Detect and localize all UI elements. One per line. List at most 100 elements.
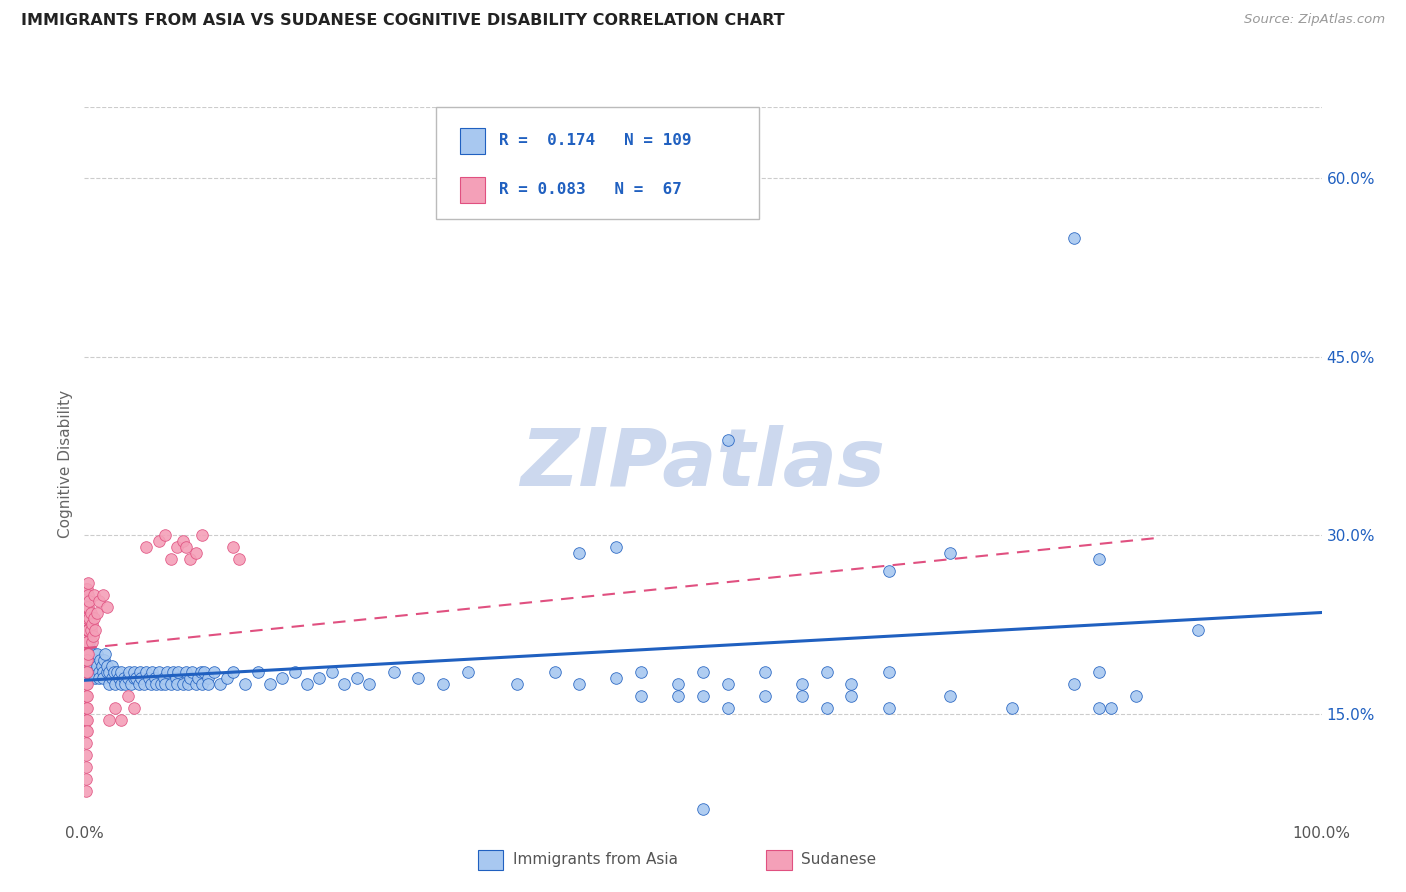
Point bbox=[75, 582, 97, 596]
Point bbox=[717, 433, 740, 447]
Point bbox=[193, 665, 215, 679]
Point bbox=[76, 653, 98, 667]
Point bbox=[80, 647, 103, 661]
Point bbox=[75, 611, 97, 625]
Point bbox=[877, 700, 900, 714]
Point bbox=[202, 665, 225, 679]
Text: R = 0.083   N =  67: R = 0.083 N = 67 bbox=[499, 183, 682, 197]
Point bbox=[141, 665, 163, 679]
Point bbox=[110, 665, 132, 679]
Point bbox=[135, 540, 157, 554]
Point bbox=[156, 665, 179, 679]
Point bbox=[568, 546, 591, 560]
Point bbox=[112, 671, 135, 685]
Point bbox=[89, 671, 111, 685]
Point bbox=[790, 689, 813, 703]
Point bbox=[1088, 552, 1111, 566]
Point bbox=[184, 677, 207, 691]
Point bbox=[108, 671, 131, 685]
Point bbox=[172, 677, 194, 691]
Point bbox=[76, 665, 98, 679]
Point bbox=[117, 671, 139, 685]
Point bbox=[76, 635, 98, 649]
Text: Source: ZipAtlas.com: Source: ZipAtlas.com bbox=[1244, 13, 1385, 27]
Point bbox=[98, 665, 121, 679]
Point bbox=[143, 671, 166, 685]
Point bbox=[77, 588, 100, 602]
Point bbox=[457, 665, 479, 679]
Point bbox=[117, 689, 139, 703]
Point bbox=[939, 546, 962, 560]
Point bbox=[271, 671, 294, 685]
Point bbox=[179, 671, 201, 685]
Point bbox=[259, 677, 281, 691]
Point bbox=[76, 624, 98, 638]
Point bbox=[91, 588, 114, 602]
Text: Immigrants from Asia: Immigrants from Asia bbox=[513, 853, 678, 867]
Point bbox=[692, 802, 714, 816]
Point bbox=[666, 689, 689, 703]
Point bbox=[76, 713, 98, 727]
Point bbox=[103, 665, 125, 679]
Point bbox=[333, 677, 356, 691]
Point bbox=[382, 665, 405, 679]
Point bbox=[104, 700, 127, 714]
Point bbox=[408, 671, 430, 685]
Point bbox=[80, 653, 103, 667]
Point bbox=[1099, 700, 1122, 714]
Point bbox=[82, 665, 104, 679]
Point bbox=[605, 671, 627, 685]
Point bbox=[80, 617, 103, 632]
Point bbox=[162, 665, 184, 679]
Point bbox=[75, 724, 97, 739]
Point bbox=[877, 564, 900, 578]
Point bbox=[91, 665, 114, 679]
Point bbox=[177, 677, 200, 691]
Point bbox=[100, 671, 122, 685]
Point bbox=[228, 552, 250, 566]
Point bbox=[197, 677, 219, 691]
Point bbox=[717, 700, 740, 714]
Point bbox=[630, 665, 652, 679]
Point bbox=[841, 677, 863, 691]
Point bbox=[153, 528, 176, 542]
Point bbox=[75, 624, 97, 638]
Point bbox=[76, 677, 98, 691]
Point bbox=[1063, 677, 1085, 691]
Point bbox=[75, 689, 97, 703]
Text: ZIPatlas: ZIPatlas bbox=[520, 425, 886, 503]
Point bbox=[105, 665, 128, 679]
Point bbox=[630, 689, 652, 703]
Point bbox=[89, 653, 111, 667]
Point bbox=[346, 671, 368, 685]
Point bbox=[76, 611, 98, 625]
Point bbox=[118, 665, 141, 679]
Point bbox=[197, 671, 219, 685]
Point bbox=[75, 677, 97, 691]
Point bbox=[77, 599, 100, 614]
Point bbox=[166, 677, 188, 691]
Point bbox=[129, 671, 152, 685]
Point bbox=[215, 671, 238, 685]
Text: Sudanese: Sudanese bbox=[801, 853, 876, 867]
Point bbox=[104, 677, 127, 691]
Point bbox=[717, 677, 740, 691]
Point bbox=[79, 653, 101, 667]
Point bbox=[122, 700, 145, 714]
Point bbox=[432, 677, 454, 691]
Point bbox=[83, 647, 105, 661]
Point bbox=[1088, 665, 1111, 679]
Point bbox=[75, 653, 97, 667]
Point bbox=[841, 689, 863, 703]
Point bbox=[76, 599, 98, 614]
Point bbox=[86, 647, 108, 661]
Point bbox=[321, 665, 343, 679]
Point bbox=[79, 611, 101, 625]
Point bbox=[86, 659, 108, 673]
Point bbox=[94, 647, 117, 661]
Point bbox=[1063, 231, 1085, 245]
Point bbox=[191, 677, 214, 691]
Point bbox=[166, 540, 188, 554]
Point bbox=[506, 677, 529, 691]
Point bbox=[82, 659, 104, 673]
